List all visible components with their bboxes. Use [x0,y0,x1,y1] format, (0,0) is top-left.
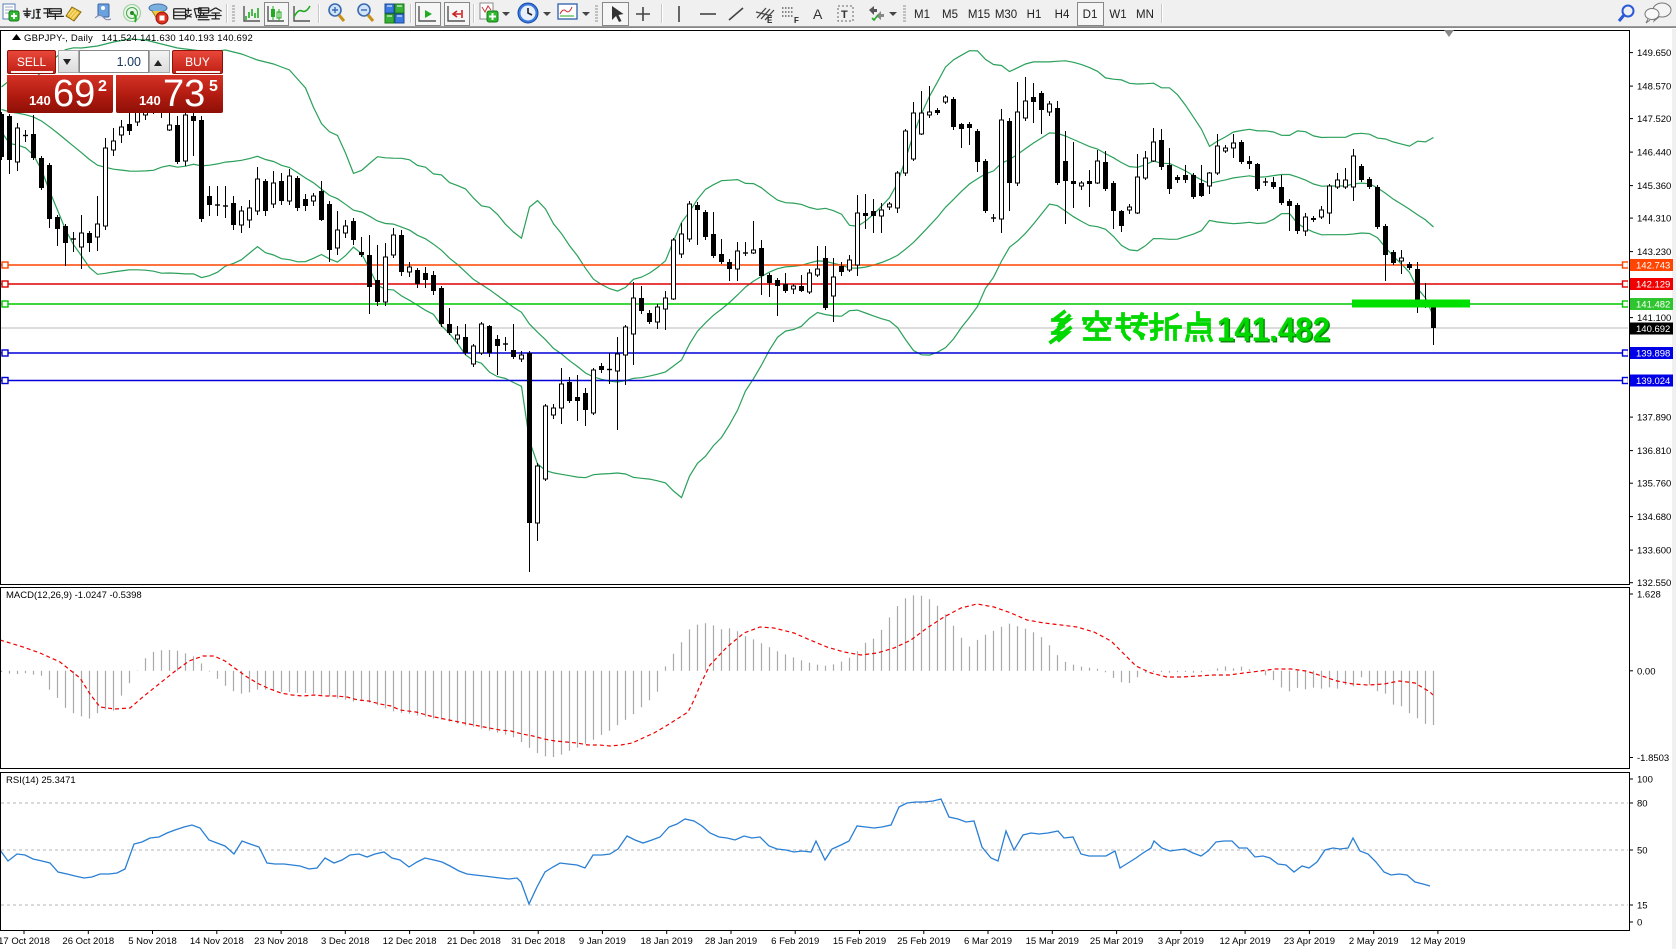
svg-text:12 Dec 2018: 12 Dec 2018 [383,936,437,947]
svg-text:M5: M5 [942,9,958,21]
svg-text:M1: M1 [914,9,930,21]
svg-text:2 May 2019: 2 May 2019 [1349,936,1399,947]
svg-text:1.628: 1.628 [1637,590,1661,601]
svg-text:141.482: 141.482 [1636,300,1670,311]
svg-text:142.743: 142.743 [1636,261,1670,272]
svg-text:9 Jan 2019: 9 Jan 2019 [579,936,626,947]
svg-text:136.810: 136.810 [1637,446,1671,457]
svg-text:148.570: 148.570 [1637,82,1671,93]
svg-text:143.230: 143.230 [1637,247,1671,258]
svg-text:133.600: 133.600 [1637,546,1671,557]
svg-text:RSI(14) 25.3471: RSI(14) 25.3471 [6,775,76,786]
svg-text:139.898: 139.898 [1636,349,1670,360]
svg-text:D1: D1 [1083,9,1098,21]
svg-text:100: 100 [1637,775,1653,786]
svg-text:0: 0 [1637,918,1642,929]
svg-text:23 Nov 2018: 23 Nov 2018 [254,936,308,947]
svg-text:26 Oct 2018: 26 Oct 2018 [62,936,114,947]
svg-text:141.482: 141.482 [1217,311,1330,349]
svg-text:H4: H4 [1055,9,1070,21]
svg-text:14 Nov 2018: 14 Nov 2018 [190,936,244,947]
svg-text:15 Mar 2019: 15 Mar 2019 [1026,936,1079,947]
svg-text:E: E [767,16,773,25]
svg-text:-1.8503: -1.8503 [1637,753,1669,764]
svg-text:W1: W1 [1109,9,1126,21]
svg-text:146.440: 146.440 [1637,148,1671,159]
svg-text:140.692: 140.692 [1636,324,1670,335]
svg-text:135.760: 135.760 [1637,479,1671,490]
svg-text:17 Oct 2018: 17 Oct 2018 [0,936,50,947]
svg-text:3 Apr 2019: 3 Apr 2019 [1158,936,1204,947]
svg-text:50: 50 [1637,846,1648,857]
svg-text:149.650: 149.650 [1637,48,1671,59]
svg-text:18 Jan 2019: 18 Jan 2019 [641,936,693,947]
svg-text:MACD(12,26,9) -1.0247 -0.5398: MACD(12,26,9) -1.0247 -0.5398 [6,590,142,601]
svg-text:M30: M30 [995,9,1017,21]
svg-text:31 Dec 2018: 31 Dec 2018 [511,936,565,947]
svg-text:A: A [813,6,823,22]
svg-text:132.550: 132.550 [1637,578,1671,589]
svg-text:12 Apr 2019: 12 Apr 2019 [1219,936,1270,947]
svg-text:F: F [794,16,799,25]
svg-text:145.360: 145.360 [1637,181,1671,192]
svg-text:142.129: 142.129 [1636,280,1670,291]
svg-text:MN: MN [1136,9,1154,21]
svg-text:25 Mar 2019: 25 Mar 2019 [1090,936,1143,947]
svg-text:141.100: 141.100 [1637,313,1671,324]
svg-text:6 Feb 2019: 6 Feb 2019 [771,936,819,947]
svg-text:25 Feb 2019: 25 Feb 2019 [897,936,950,947]
svg-text:M15: M15 [968,9,990,21]
svg-text:28 Jan 2019: 28 Jan 2019 [705,936,757,947]
svg-text:H1: H1 [1027,9,1042,21]
svg-text:5 Nov 2018: 5 Nov 2018 [128,936,177,947]
svg-text:80: 80 [1637,799,1648,810]
svg-text:GBPJPY-, Daily 141.524 141.6: GBPJPY-, Daily 141.524 141.630 140.193 1… [24,33,253,44]
svg-text:141.482: 141.482 [1219,313,1332,351]
svg-text:3 Dec 2018: 3 Dec 2018 [321,936,370,947]
svg-text:21 Dec 2018: 21 Dec 2018 [447,936,501,947]
svg-text:147.520: 147.520 [1637,114,1671,125]
svg-text:0.00: 0.00 [1637,666,1656,677]
svg-text:134.680: 134.680 [1637,512,1671,523]
svg-text:144.310: 144.310 [1637,214,1671,225]
svg-text:139.024: 139.024 [1636,376,1670,387]
svg-text:15: 15 [1637,901,1648,912]
svg-text:6 Mar 2019: 6 Mar 2019 [964,936,1012,947]
svg-text:15 Feb 2019: 15 Feb 2019 [833,936,886,947]
svg-text:137.890: 137.890 [1637,413,1671,424]
svg-text:12 May 2019: 12 May 2019 [1410,936,1465,947]
svg-text:T: T [841,9,848,21]
svg-text:23 Apr 2019: 23 Apr 2019 [1284,936,1335,947]
